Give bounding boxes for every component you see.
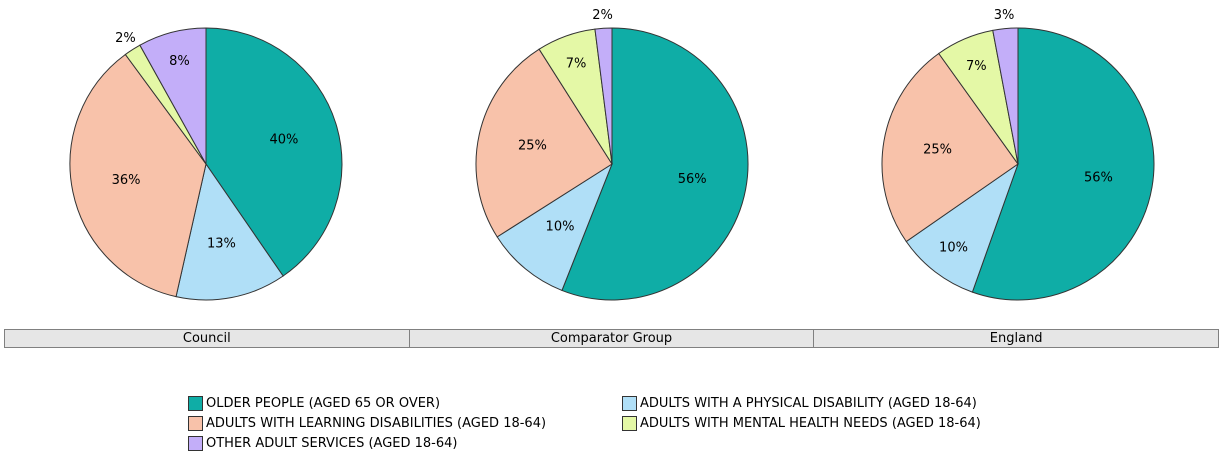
legend-swatch xyxy=(622,395,637,411)
legend-label: ADULTS WITH MENTAL HEALTH NEEDS (AGED 18… xyxy=(640,415,981,431)
legend-label: OTHER ADULT SERVICES (AGED 18-64) xyxy=(206,435,458,451)
legend-item-other-adult-services: OTHER ADULT SERVICES (AGED 18-64) xyxy=(188,435,622,451)
slice-label: 3% xyxy=(994,8,1015,23)
slice-label: 2% xyxy=(592,8,613,23)
chart-title-comparator-group: Comparator Group xyxy=(410,330,815,347)
pie-chart-1: 56% 10% 25% 7% 2% xyxy=(475,8,749,301)
pie-slice xyxy=(175,162,284,301)
chart-label-bar: Council Comparator Group England xyxy=(4,329,1219,348)
pie-slice xyxy=(69,53,207,298)
legend-swatch xyxy=(622,415,637,431)
slice-label: 13% xyxy=(207,237,236,252)
slice-label: 40% xyxy=(269,132,298,147)
legend-swatch xyxy=(188,435,203,451)
slice-label: 56% xyxy=(1084,170,1113,185)
pie-slice xyxy=(992,27,1019,165)
slice-label: 56% xyxy=(678,172,707,187)
pie-slice xyxy=(561,27,749,301)
pie-slice xyxy=(881,52,1019,243)
pie-slice xyxy=(971,27,1155,301)
slice-label: 25% xyxy=(923,143,952,158)
pie-charts: 40% 13% 36% 2% 8% 56% 10% 25% 7% 2% 56% 10% 25% 7% 3% xyxy=(69,8,1155,301)
legend: OLDER PEOPLE (AGED 65 OR OVER) ADULTS WI… xyxy=(188,393,981,453)
legend-swatch xyxy=(188,395,203,411)
legend-item-older-people: OLDER PEOPLE (AGED 65 OR OVER) xyxy=(188,395,622,411)
slice-label: 8% xyxy=(169,54,190,69)
pie-chart-2: 56% 10% 25% 7% 3% xyxy=(881,8,1155,301)
pie-chart-0: 40% 13% 36% 2% 8% xyxy=(69,27,343,301)
slice-label: 7% xyxy=(566,57,587,72)
legend-item-learning-disabilities: ADULTS WITH LEARNING DISABILITIES (AGED … xyxy=(188,415,622,431)
legend-label: ADULTS WITH LEARNING DISABILITIES (AGED … xyxy=(206,415,547,431)
slice-label: 7% xyxy=(966,59,987,74)
legend-label: OLDER PEOPLE (AGED 65 OR OVER) xyxy=(206,395,441,411)
chart-title-council: Council xyxy=(5,330,410,347)
slice-label: 10% xyxy=(939,241,968,256)
slice-label: 36% xyxy=(112,173,141,188)
pie-slice xyxy=(905,162,1019,293)
legend-item-mental-health: ADULTS WITH MENTAL HEALTH NEEDS (AGED 18… xyxy=(622,415,981,431)
legend-label: ADULTS WITH A PHYSICAL DISABILITY (AGED … xyxy=(640,395,977,411)
pie-slice xyxy=(475,48,613,238)
pie-slice xyxy=(594,27,613,165)
slice-label: 25% xyxy=(518,139,547,154)
pie-slice xyxy=(139,27,207,166)
legend-item-physical-disability: ADULTS WITH A PHYSICAL DISABILITY (AGED … xyxy=(622,395,977,411)
pie-slice xyxy=(496,162,614,292)
slice-label: 2% xyxy=(115,31,136,46)
pie-slice xyxy=(205,27,343,277)
chart-title-england: England xyxy=(989,331,1043,346)
legend-swatch xyxy=(188,415,203,431)
slice-label: 10% xyxy=(546,219,575,234)
